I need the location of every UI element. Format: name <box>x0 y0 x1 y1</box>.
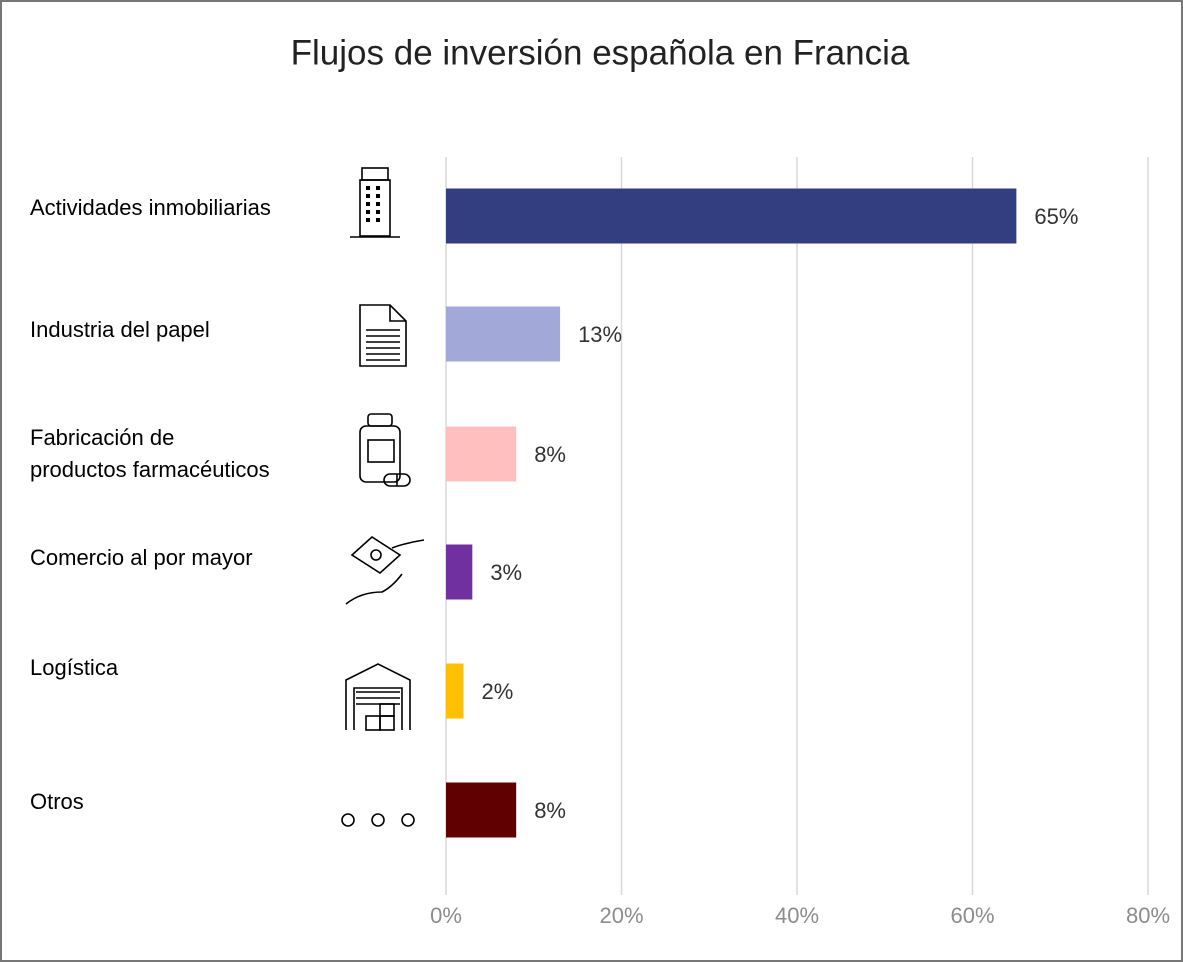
category-label: Logística <box>30 655 119 680</box>
icon-money <box>345 535 425 605</box>
category-label: Industria del papel <box>30 317 210 342</box>
chart-title: Flujos de inversión española en Francia <box>291 33 910 72</box>
icon-warehouse <box>345 663 411 731</box>
value-label: 8% <box>534 798 566 823</box>
x-tick-label: 60% <box>950 903 994 928</box>
value-label: 8% <box>534 442 566 467</box>
icon-medicine <box>359 413 411 487</box>
icon-building <box>350 167 400 238</box>
value-label: 2% <box>482 679 514 704</box>
icon-document <box>359 304 407 367</box>
value-label: 65% <box>1034 204 1078 229</box>
bar <box>446 544 473 600</box>
category-label: Otros <box>30 789 84 814</box>
bar <box>446 663 464 719</box>
x-tick-label: 20% <box>599 903 643 928</box>
x-tick-label: 0% <box>430 903 462 928</box>
category-label: Actividades inmobiliarias <box>30 195 271 220</box>
category-label: Fabricación de productos farmacéuticos <box>30 425 270 482</box>
category-label: Comercio al por mayor <box>30 545 253 570</box>
bar <box>446 782 517 838</box>
bar <box>446 188 1017 244</box>
bar <box>446 426 517 482</box>
x-tick-label: 40% <box>775 903 819 928</box>
value-label: 3% <box>490 560 522 585</box>
value-label: 13% <box>578 322 622 347</box>
x-tick-label: 80% <box>1126 903 1170 928</box>
icon-dots <box>341 813 415 827</box>
bar <box>446 306 561 362</box>
